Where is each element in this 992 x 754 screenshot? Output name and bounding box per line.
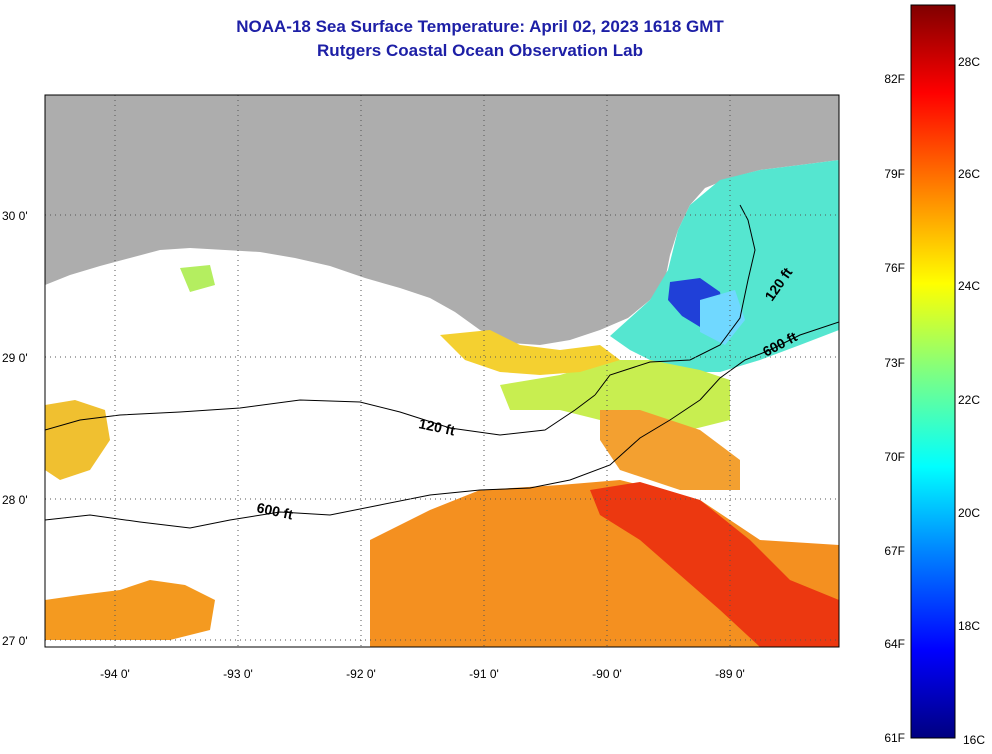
lat-label-28: 28 0' bbox=[2, 493, 28, 507]
colorbar-label-79F: 79F bbox=[884, 167, 905, 181]
coastal-yellow-band bbox=[440, 330, 620, 375]
lat-label-30: 30 0' bbox=[2, 209, 28, 223]
warm-shelf-band bbox=[500, 360, 730, 430]
colorbar-label-18C: 18C bbox=[958, 619, 980, 633]
lon-label-93: -93 0' bbox=[223, 667, 253, 681]
lon-label-89: -89 0' bbox=[715, 667, 745, 681]
colorbar-label-28C: 28C bbox=[958, 55, 980, 69]
lon-label-90: -90 0' bbox=[592, 667, 622, 681]
colorbar-label-16C: 16C bbox=[963, 733, 985, 747]
contour-600ft-west bbox=[45, 399, 701, 529]
colorbar-label-22C: 22C bbox=[958, 393, 980, 407]
map-frame bbox=[44, 94, 840, 648]
lat-label-27: 27 0' bbox=[2, 634, 28, 648]
coastal-green-patch bbox=[180, 265, 215, 292]
cool-water-east bbox=[610, 160, 839, 372]
colorbar-label-26C: 26C bbox=[958, 167, 980, 181]
southwest-warm-patch bbox=[45, 580, 215, 640]
colorbar-label-20C: 20C bbox=[958, 506, 980, 520]
west-warm-patch bbox=[45, 400, 110, 480]
colorbar-label-61F: 61F bbox=[884, 731, 905, 745]
contour-label-120ft-shelf: 120 ft bbox=[417, 415, 456, 438]
lon-label-94: -94 0' bbox=[100, 667, 130, 681]
title-line-2: Rutgers Coastal Ocean Observation Lab bbox=[317, 41, 643, 60]
lon-label-92: -92 0' bbox=[346, 667, 376, 681]
colorbar-label-73F: 73F bbox=[884, 356, 905, 370]
contour-600ft-east bbox=[699, 321, 839, 401]
lat-label-29: 29 0' bbox=[2, 351, 28, 365]
cool-water-patch bbox=[700, 290, 745, 345]
warm-mid-water bbox=[600, 410, 740, 490]
contour-label-600ft-slope: 600 ft bbox=[255, 499, 294, 522]
contour-120ft-west bbox=[45, 394, 596, 436]
colorbar-label-24C: 24C bbox=[958, 279, 980, 293]
land-mass bbox=[45, 95, 839, 345]
hot-water-core bbox=[590, 482, 839, 647]
colorbar-label-64F: 64F bbox=[884, 637, 905, 651]
colorbar-label-76F: 76F bbox=[884, 261, 905, 275]
lon-label-91: -91 0' bbox=[469, 667, 499, 681]
contour-120ft-east bbox=[594, 204, 756, 396]
colorbar-label-67F: 67F bbox=[884, 544, 905, 558]
colorbar-label-82F: 82F bbox=[884, 72, 905, 86]
title-line-1: NOAA-18 Sea Surface Temperature: April 0… bbox=[236, 17, 724, 36]
colorbar-label-70F: 70F bbox=[884, 450, 905, 464]
colorbar-gradient bbox=[910, 4, 956, 739]
